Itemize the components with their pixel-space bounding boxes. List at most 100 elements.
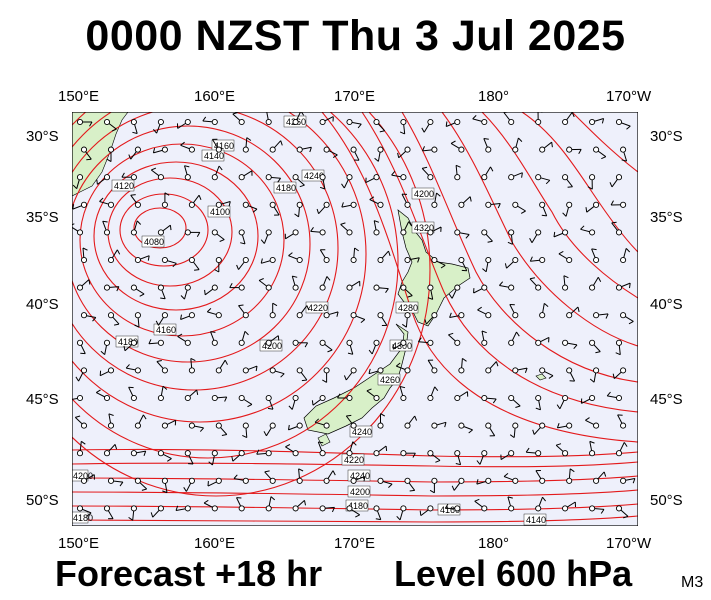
wind-station [346,394,353,402]
wind-barb-feather [388,250,391,256]
wind-station [373,339,380,346]
wind-station [350,146,357,153]
wind-station [615,450,623,457]
wind-barb-feather [155,320,159,326]
wind-station [454,505,461,512]
wind-barb-feather [600,509,605,514]
wind-station [485,312,492,319]
wind-barb-feather [114,323,120,326]
wind-barb-feather [610,200,614,206]
wind-station [107,477,115,484]
wind-station [76,450,84,457]
wind-station [130,229,137,236]
wind-station [481,339,488,346]
wind-station [481,229,488,236]
wind-barb-feather [221,434,227,436]
wind-station [157,284,164,291]
wind-station [130,174,137,181]
wind-station [615,118,623,126]
wind-barb-feather [304,500,306,506]
wind-station [76,339,84,346]
wind-station [296,146,303,153]
wind-station [238,450,245,457]
wind-station [238,229,245,236]
contour-label: 4200 [414,189,434,199]
wind-barb-feather [556,443,562,446]
forecast-label: Forecast +18 hr [55,553,323,594]
wind-station [292,505,299,512]
wind-barb-feather [162,385,168,390]
wind-station [188,367,195,374]
wind-station [215,201,222,208]
wind-barb-feather [455,463,461,466]
wind-barb-feather [515,405,521,408]
wind-barb-feather [632,478,636,484]
wind-station [485,477,492,484]
wind-barb-feather [238,304,244,307]
contour-label: 4220 [308,303,328,313]
wind-barb-feather [435,459,441,463]
wind-barb-feather [314,418,320,423]
wind-station [184,118,191,126]
wind-barb-feather [148,339,152,345]
wind-barb-feather [469,196,472,202]
wind-barb-feather [119,481,124,487]
wind-barb-feather [114,444,118,450]
wind-barb-feather [160,297,166,300]
wind-station [80,367,88,374]
wind-barb-feather [422,166,428,169]
contour-label: 4260 [380,375,400,385]
wind-barb-feather [427,297,433,300]
wind-station [615,284,623,291]
wind-barb-feather [267,407,274,410]
wind-station [404,201,411,208]
wind-barb-feather [346,414,352,417]
wind-station [535,450,542,457]
wind-barb-feather [327,349,333,353]
wind-barb-feather [606,391,611,397]
wind-station [103,450,111,457]
wind-station [620,146,627,153]
wind-station [404,146,411,153]
wind-station [539,477,546,484]
lon-label-top: 170°W [606,88,652,105]
wind-station [562,450,569,457]
wind-barb-feather [385,445,388,451]
wind-barb-feather [465,234,470,239]
wind-station [134,367,141,374]
wind-barb-feather [102,220,108,223]
wind-barb-feather [130,194,136,196]
wind-barb-feather [375,518,381,521]
wind-barb-feather [236,264,239,270]
contour-label: 4200 [262,341,282,351]
wind-barb-feather [123,345,126,351]
wind-station [508,394,515,402]
wind-barb-feather [88,279,91,285]
wind-barb-feather [504,263,507,269]
wind-barb-feather [214,269,220,273]
wind-station [350,256,357,264]
wind-barb-feather [151,167,157,171]
wind-barb-feather [409,489,415,492]
lat-label-right: 30°S [650,128,683,145]
wind-station [184,505,191,512]
wind-barb-feather [434,386,439,392]
contour-label: 4160 [214,141,234,151]
wind-barb-feather [509,434,515,439]
wind-barb-feather [628,320,634,325]
wind-barb-feather [167,458,172,462]
wind-barb-feather [318,441,324,444]
wind-barb-feather [369,196,375,200]
wind-barb-feather [319,186,326,190]
wind-station [589,118,596,126]
wind-station [400,394,407,402]
wind-barb-feather [206,308,212,313]
wind-barb-feather [272,302,278,307]
wind-barb-feather [194,269,200,271]
wind-barb-feather [605,313,609,319]
wind-station [76,118,84,126]
wind-station [562,394,569,402]
wind-station [512,146,519,153]
wind-barb-feather [341,202,344,208]
wind-barb-feather [556,404,561,410]
